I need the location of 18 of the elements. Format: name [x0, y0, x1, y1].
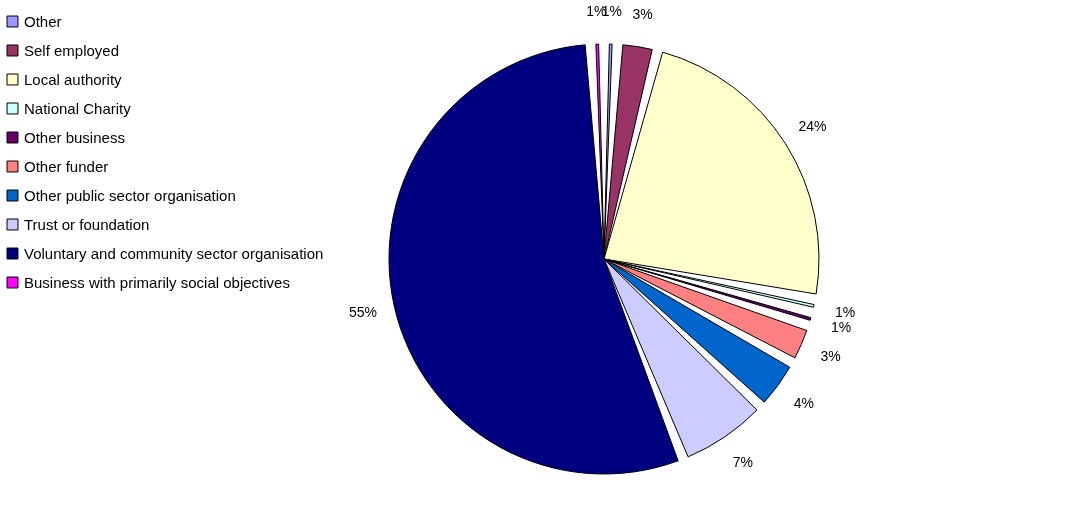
legend-label: Other funder: [24, 157, 109, 175]
legend-label: Voluntary and community sector organisation: [24, 244, 324, 262]
data-label: 55%: [348, 303, 377, 320]
data-label: 24%: [798, 117, 827, 134]
data-label: 3%: [632, 6, 653, 23]
data-label: 3%: [820, 348, 841, 365]
legend-label: Self employed: [24, 41, 120, 59]
data-label: 1%: [834, 303, 856, 320]
data-label: 1%: [831, 318, 852, 335]
legend-label: Other business: [24, 128, 125, 146]
legend-label: Other public sector organisation: [24, 186, 236, 204]
legend-label: National Charity: [24, 99, 132, 117]
data-label: 4%: [793, 395, 814, 412]
legend-label: Other: [24, 12, 62, 30]
legend-label: Local authority: [24, 70, 123, 88]
legend-label: Business with primarily social objectives: [24, 273, 290, 291]
data-label: 7%: [732, 454, 753, 471]
legend-label: Trust or foundation: [24, 215, 150, 233]
